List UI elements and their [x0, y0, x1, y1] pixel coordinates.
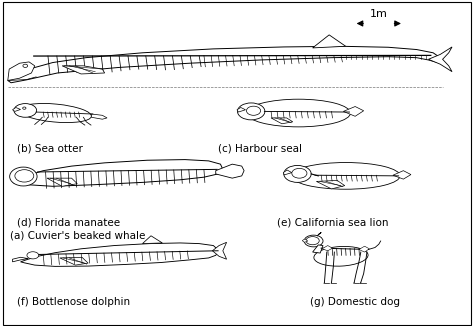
- Text: 1m: 1m: [370, 9, 388, 19]
- Ellipse shape: [14, 104, 36, 117]
- Polygon shape: [12, 257, 28, 262]
- Text: (g) Domestic dog: (g) Domestic dog: [310, 297, 400, 307]
- Polygon shape: [283, 170, 292, 175]
- Polygon shape: [313, 35, 346, 48]
- Ellipse shape: [314, 247, 368, 266]
- Polygon shape: [237, 108, 246, 112]
- Text: (d) Florida manatee: (d) Florida manatee: [17, 217, 120, 227]
- Ellipse shape: [23, 64, 27, 67]
- Polygon shape: [60, 257, 88, 265]
- Polygon shape: [216, 164, 244, 178]
- Polygon shape: [8, 46, 443, 83]
- Polygon shape: [212, 242, 227, 259]
- Text: (c) Harbour seal: (c) Harbour seal: [218, 144, 302, 154]
- Ellipse shape: [306, 237, 319, 245]
- Ellipse shape: [292, 163, 400, 189]
- Ellipse shape: [237, 103, 265, 120]
- Ellipse shape: [9, 167, 37, 186]
- Ellipse shape: [19, 103, 91, 123]
- Ellipse shape: [304, 235, 323, 247]
- Polygon shape: [313, 245, 323, 253]
- Polygon shape: [317, 181, 345, 189]
- Polygon shape: [12, 160, 223, 186]
- Polygon shape: [62, 66, 105, 74]
- Ellipse shape: [27, 252, 39, 259]
- Polygon shape: [322, 246, 332, 251]
- Ellipse shape: [15, 170, 34, 182]
- Ellipse shape: [292, 168, 307, 178]
- Polygon shape: [143, 236, 162, 244]
- Polygon shape: [428, 47, 452, 72]
- Polygon shape: [20, 243, 219, 267]
- Polygon shape: [47, 178, 77, 186]
- Polygon shape: [302, 239, 308, 242]
- Text: (b) Sea otter: (b) Sea otter: [17, 144, 83, 154]
- Text: (f) Bottlenose dolphin: (f) Bottlenose dolphin: [17, 297, 130, 307]
- Ellipse shape: [246, 99, 350, 127]
- Polygon shape: [359, 246, 369, 252]
- Polygon shape: [12, 108, 20, 112]
- Polygon shape: [91, 114, 107, 119]
- Ellipse shape: [284, 165, 311, 182]
- Text: (a) Cuvier's beaked whale: (a) Cuvier's beaked whale: [10, 230, 146, 240]
- Polygon shape: [8, 62, 35, 80]
- Polygon shape: [271, 118, 293, 124]
- Ellipse shape: [246, 106, 261, 115]
- Text: (e) California sea lion: (e) California sea lion: [277, 217, 389, 227]
- Polygon shape: [393, 171, 411, 179]
- Ellipse shape: [23, 107, 26, 109]
- Polygon shape: [343, 107, 364, 116]
